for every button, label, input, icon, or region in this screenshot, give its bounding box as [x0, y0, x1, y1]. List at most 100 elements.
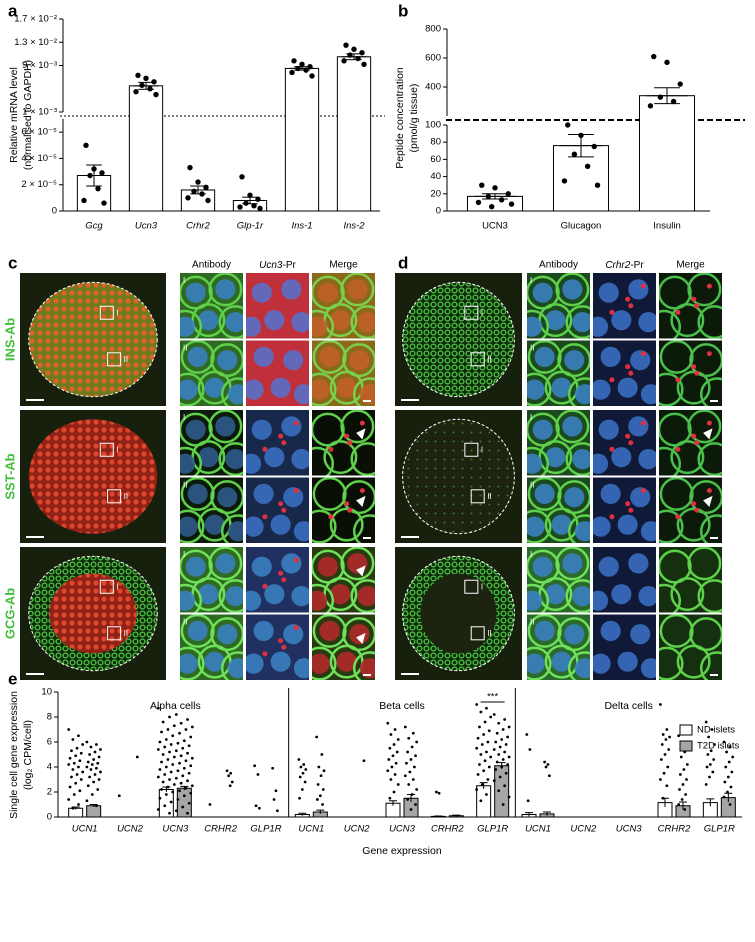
- data-point: [99, 770, 102, 774]
- inset-image: [659, 410, 722, 476]
- data-point: [158, 740, 162, 744]
- data-point: [74, 781, 78, 785]
- nucleus: [628, 416, 649, 437]
- data-point: [387, 758, 391, 761]
- nucleus: [293, 521, 309, 542]
- reporter-dot: [328, 514, 334, 520]
- data-point: [147, 86, 153, 92]
- data-point: [90, 763, 94, 766]
- data-point: [393, 773, 397, 776]
- x-tick-label: UCN1: [525, 824, 551, 835]
- data-point: [164, 793, 168, 796]
- reporter-dot: [262, 651, 268, 657]
- data-point: [186, 751, 189, 755]
- x-tick-label: UCN2: [344, 824, 371, 835]
- nucleus: [270, 377, 291, 398]
- data-point: [726, 775, 730, 779]
- column-header: Antibody: [192, 260, 231, 271]
- inset-image: [593, 477, 656, 543]
- nucleus: [551, 651, 572, 672]
- x-tick-label: UCN2: [117, 824, 144, 835]
- inset-image: [246, 547, 309, 613]
- data-point: [413, 765, 416, 769]
- reporter-dot: [628, 370, 634, 376]
- nucleus: [564, 350, 585, 371]
- reporter-dot: [675, 446, 681, 452]
- data-point: [390, 765, 394, 769]
- data-point: [299, 765, 303, 769]
- data-point: [497, 789, 501, 793]
- data-point: [561, 178, 568, 184]
- data-point: [678, 788, 681, 791]
- reporter-dot: [691, 433, 697, 439]
- nucleus: [527, 590, 543, 611]
- data-point: [153, 91, 159, 98]
- cell-membrane: [527, 583, 550, 613]
- data-point: [713, 743, 716, 746]
- cell-membrane: [659, 646, 684, 680]
- data-point: [482, 769, 486, 773]
- data-point: [722, 740, 726, 744]
- row-label: SST-Ab: [2, 453, 17, 499]
- data-point: [208, 803, 212, 806]
- data-point: [659, 778, 662, 781]
- data-point: [389, 778, 393, 781]
- nucleus: [527, 316, 543, 337]
- nucleus: [246, 516, 264, 537]
- y-tick-label: 40: [430, 171, 441, 182]
- y-tick-label: 100: [425, 120, 441, 131]
- nucleus: [319, 346, 340, 367]
- cell-membrane: [220, 377, 243, 406]
- cell-membrane: [527, 340, 562, 374]
- data-point: [661, 733, 665, 736]
- x-tick-label: Glucagon: [561, 221, 602, 232]
- data-point: [494, 768, 498, 771]
- data-point: [307, 63, 313, 70]
- cell-membrane: [659, 340, 694, 374]
- data-point: [91, 166, 97, 172]
- cell-membrane: [312, 412, 345, 447]
- panel-letter: d: [398, 253, 408, 272]
- data-point: [591, 143, 597, 150]
- nucleus: [598, 282, 619, 303]
- data-point: [158, 768, 162, 771]
- data-point: [704, 783, 708, 786]
- cell-membrane: [527, 509, 552, 543]
- inset-marker: [99, 579, 114, 594]
- data-point: [301, 771, 305, 775]
- inset-label: II: [530, 344, 534, 353]
- inset-image: [593, 614, 656, 680]
- reporter-dot: [694, 303, 700, 309]
- data-point: [678, 773, 682, 776]
- inset-label: II: [183, 618, 187, 627]
- cell-membrane: [218, 305, 243, 339]
- inset-image: [527, 547, 590, 613]
- data-point: [186, 779, 189, 783]
- y-tick-label: 4 × 10⁻⁵: [21, 153, 57, 164]
- data-point: [485, 793, 488, 796]
- data-point: [341, 58, 347, 64]
- reporter-dot: [281, 644, 287, 650]
- data-point: [95, 185, 101, 192]
- group-title: Delta cells: [604, 700, 652, 712]
- data-point: [79, 751, 83, 755]
- data-point: [724, 765, 728, 769]
- reporter-dot: [691, 364, 697, 370]
- inset-image: [527, 273, 590, 339]
- data-point: [229, 771, 233, 775]
- cell-membrane: [670, 440, 705, 475]
- data-point: [723, 780, 727, 784]
- legend-swatch: [679, 740, 693, 752]
- data-point: [96, 761, 100, 765]
- data-point: [300, 788, 304, 791]
- cell-membrane: [689, 480, 722, 515]
- data-point: [93, 773, 97, 776]
- data-point: [485, 706, 488, 710]
- data-point: [396, 738, 400, 741]
- nucleus: [562, 416, 583, 437]
- y-tick-label: 800: [425, 24, 441, 35]
- nucleus: [593, 316, 609, 337]
- data-point: [414, 803, 417, 806]
- cell-membrane: [687, 273, 722, 307]
- data-point: [409, 808, 413, 811]
